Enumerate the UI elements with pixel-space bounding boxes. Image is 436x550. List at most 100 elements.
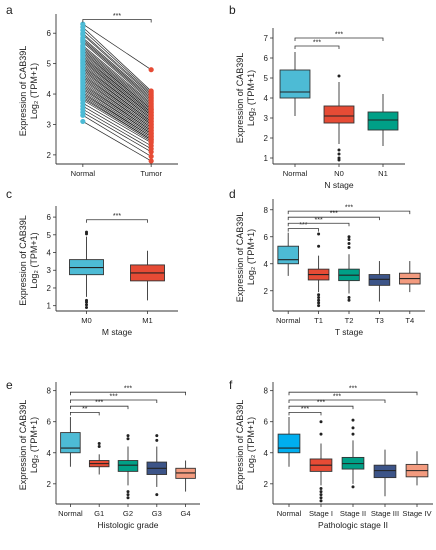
pair-lines — [82, 23, 152, 162]
y-tick-label: 4 — [264, 449, 269, 458]
outlier-point — [317, 304, 321, 308]
y-tick-label: 7 — [264, 34, 269, 43]
outlier-point — [317, 298, 321, 302]
tumor-point — [148, 149, 154, 155]
y-axis-label-units: Log₂ (TPM+1) — [246, 417, 256, 473]
y-axis-label: Expression of CAB39L — [235, 212, 245, 303]
x-axis-label: T stage — [335, 327, 363, 337]
x-tick-label: N0 — [334, 169, 344, 178]
significance-bracket — [70, 405, 129, 410]
pair-line — [82, 93, 152, 137]
pair-line — [82, 49, 152, 108]
y-tick-label: 5 — [47, 60, 52, 69]
significance-bracket — [294, 45, 340, 49]
y-tick-label: 6 — [47, 213, 52, 222]
pair-line — [82, 46, 152, 105]
x-axis-label: Pathologic stage II — [318, 520, 388, 530]
x-tick-label: Tumor — [140, 169, 162, 178]
y-tick-label: 6 — [264, 233, 269, 242]
significance-label: *** — [315, 217, 323, 224]
x-tick-label: Stage I — [309, 509, 333, 518]
significance-bracket — [70, 399, 158, 403]
box-0 — [277, 245, 299, 265]
significance-label: *** — [345, 205, 353, 212]
outlier-point — [319, 432, 323, 436]
pair-line — [82, 89, 152, 134]
y-axis-label: Expression of CAB39L — [235, 400, 245, 491]
pair-line — [82, 75, 152, 125]
box-2 — [117, 460, 139, 472]
significance-bracket — [287, 222, 350, 227]
x-tick-label: Stage II — [340, 509, 366, 518]
outlier-point — [126, 437, 130, 441]
x-tick-label: Normal — [277, 509, 302, 518]
box-1 — [323, 105, 355, 124]
panel-e: e 2 4 6 8 Expression of CAB39L Log₂ (TPM+1) Nor… — [6, 378, 200, 530]
y-tick-label: 6 — [47, 29, 52, 38]
outlier-point — [337, 152, 341, 156]
y-tick-label: 2 — [264, 287, 269, 296]
pair-line — [82, 67, 152, 121]
outlier-point — [126, 496, 130, 500]
pair-line — [82, 29, 152, 93]
outlier-point — [347, 298, 351, 302]
y-tick-label: 8 — [264, 206, 269, 215]
outlier-point — [347, 242, 351, 245]
y-axis-label-units: Log₂ (TPM+1) — [246, 229, 256, 285]
panel-label: f — [229, 378, 233, 392]
normal-point — [80, 112, 86, 118]
y-tick-label: 5 — [264, 74, 269, 83]
tumor-point — [148, 158, 154, 164]
y-tick-label: 2 — [47, 284, 52, 293]
outlier-point — [155, 438, 159, 442]
pair-line — [82, 32, 152, 95]
outlier-point — [85, 305, 88, 309]
significance-bracket — [288, 405, 354, 410]
significance-label: *** — [95, 400, 103, 407]
y-axis-label-units: Log₂ (TPM+1) — [29, 63, 39, 119]
y-axis-label: Expression of CAB39L — [235, 53, 245, 144]
x-axis-label: Histologic grade — [98, 520, 159, 530]
outlier-point — [155, 493, 159, 497]
y-tick-label: 2 — [264, 480, 269, 489]
pair-line — [82, 52, 152, 110]
x-tick-label: G4 — [181, 509, 191, 518]
pair-line — [82, 40, 152, 101]
outlier-point — [347, 237, 351, 241]
x-tick-label: M0 — [81, 316, 92, 325]
significance-bracket — [70, 411, 100, 416]
y-tick-label: 8 — [264, 387, 269, 396]
significance-bracket — [288, 411, 322, 416]
x-tick-label: G1 — [94, 509, 104, 518]
x-tick-label: T2 — [345, 316, 354, 325]
significance-bracket — [294, 37, 384, 41]
outlier-point — [351, 418, 355, 422]
significance-label: *** — [113, 213, 121, 220]
significance-label: *** — [330, 211, 338, 218]
significance-bracket — [70, 391, 186, 396]
pair-line — [82, 45, 152, 104]
y-tick-label: 2 — [47, 151, 52, 160]
significance-label: *** — [301, 406, 309, 413]
outlier-point — [126, 434, 130, 438]
y-tick-label: 8 — [47, 387, 52, 396]
x-tick-label: Normal — [283, 169, 308, 178]
outlier-point — [347, 235, 351, 239]
outlier-point — [317, 301, 321, 305]
panel-label: d — [229, 187, 236, 201]
outlier-point — [97, 441, 101, 445]
significance-label: *** — [313, 40, 321, 47]
significance-bracket — [288, 399, 386, 403]
y-tick-label: 6 — [264, 418, 269, 427]
y-tick-label: 5 — [47, 231, 52, 240]
pair-line — [82, 61, 152, 116]
box-0 — [279, 69, 311, 99]
pair-line — [82, 72, 152, 124]
significance-bracket — [82, 19, 152, 23]
significance-bracket — [288, 391, 418, 396]
pair-line — [82, 23, 152, 70]
significance-label: *** — [299, 222, 307, 229]
significance-label: ** — [82, 406, 88, 413]
pair-line — [82, 26, 152, 92]
